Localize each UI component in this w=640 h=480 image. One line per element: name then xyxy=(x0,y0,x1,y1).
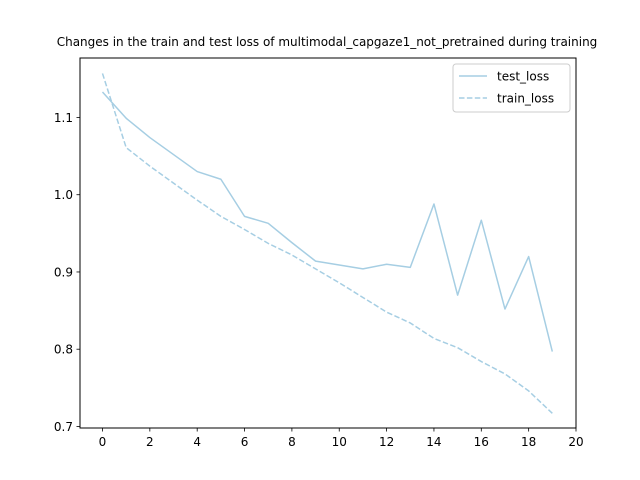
y-tick-label: 1.0 xyxy=(54,188,73,202)
x-tick-label: 18 xyxy=(521,435,536,449)
x-tick-label: 10 xyxy=(332,435,347,449)
chart-title: Changes in the train and test loss of mu… xyxy=(57,35,598,49)
x-tick-label: 8 xyxy=(288,435,296,449)
legend-label: train_loss xyxy=(497,92,554,106)
series-line-train-loss xyxy=(101,73,553,414)
x-tick-label: 16 xyxy=(474,435,489,449)
x-tick-label: 20 xyxy=(568,435,583,449)
x-tick-label: 6 xyxy=(241,435,249,449)
legend-label: test_loss xyxy=(497,70,549,84)
y-tick-label: 0.8 xyxy=(54,343,73,357)
y-tick-label: 0.9 xyxy=(54,265,73,279)
x-tick-label: 14 xyxy=(426,435,441,449)
x-tick-label: 0 xyxy=(99,435,107,449)
legend: test_loss train_loss xyxy=(452,63,571,113)
series-line-test-loss xyxy=(101,91,554,352)
y-tick-label: 0.7 xyxy=(54,420,73,434)
y-tick-label: 1.1 xyxy=(54,111,73,125)
x-tick-label: 4 xyxy=(193,435,201,449)
x-tick-label: 2 xyxy=(146,435,154,449)
plot-frame xyxy=(79,57,577,429)
x-tick-label: 12 xyxy=(379,435,394,449)
